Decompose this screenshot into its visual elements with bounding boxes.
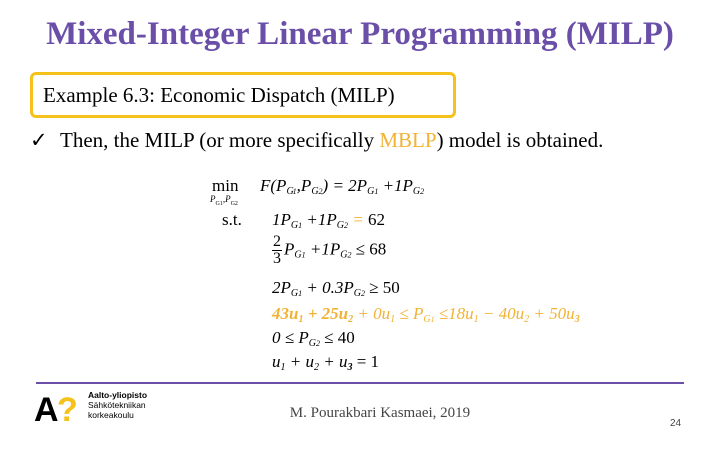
- checkmark-icon: ✓: [30, 128, 48, 152]
- aalto-logo: A ? Aalto-yliopisto Sähkötekniikan korke…: [34, 390, 174, 430]
- constraint-binary-sum: u1 + u2 + u3 = 1: [272, 352, 380, 373]
- slide-title: Mixed-Integer Linear Programming (MILP): [46, 16, 674, 52]
- aalto-logo-mark-icon: A ?: [34, 391, 78, 429]
- min-subscript: PG1,PG2: [210, 194, 238, 207]
- min-label: min: [212, 176, 239, 195]
- constraint-fraction: 2 3 PG1 +1PG2 ≤ 68: [272, 233, 387, 267]
- bullet-text-post: ) model is obtained.: [436, 128, 604, 152]
- constraint-minimum: 2PG1 + 0.3PG2 ≥ 50: [272, 278, 400, 299]
- svg-text:?: ?: [57, 391, 78, 426]
- milp-model: min PG1,PG2 F(PG1,PG2) = 2PG1 +1PG2 s.t.…: [208, 172, 608, 373]
- st-label: s.t.: [222, 210, 242, 229]
- bullet-text-pre: Then, the MILP (or more specifically: [60, 128, 380, 152]
- logo-line-3: korkeakoulu: [88, 410, 134, 420]
- example-label-box: Example 6.3: Economic Dispatch (MILP): [30, 72, 456, 118]
- bullet-text-highlight: MBLP: [379, 128, 437, 152]
- page-number: 24: [670, 418, 682, 429]
- objective-function: F(PG1,PG2) = 2PG1 +1PG2: [260, 176, 425, 197]
- logo-text: Aalto-yliopisto Sähkötekniikan korkeakou…: [88, 390, 147, 420]
- constraint-balance: 1PG1 +1PG2 = 62: [272, 210, 385, 231]
- example-label: Example 6.3: Economic Dispatch (MILP): [43, 82, 395, 107]
- footer-author: M. Pourakbari Kasmaei, 2019: [289, 405, 471, 421]
- constraint-binary-limits: 43u1 + 25u2 + 0u1 ≤ PG1 ≤18u1 − 40u2 + 5…: [272, 304, 580, 325]
- constraint-pg2-bounds: 0 ≤ PG2 ≤ 40: [272, 328, 355, 349]
- bullet-line: ✓ Then, the MILP (or more specifically MB…: [30, 128, 603, 153]
- svg-text:A: A: [34, 391, 59, 426]
- footer-divider: [36, 382, 684, 384]
- logo-line-2: Sähkötekniikan: [88, 400, 146, 410]
- logo-line-1: Aalto-yliopisto: [88, 390, 148, 400]
